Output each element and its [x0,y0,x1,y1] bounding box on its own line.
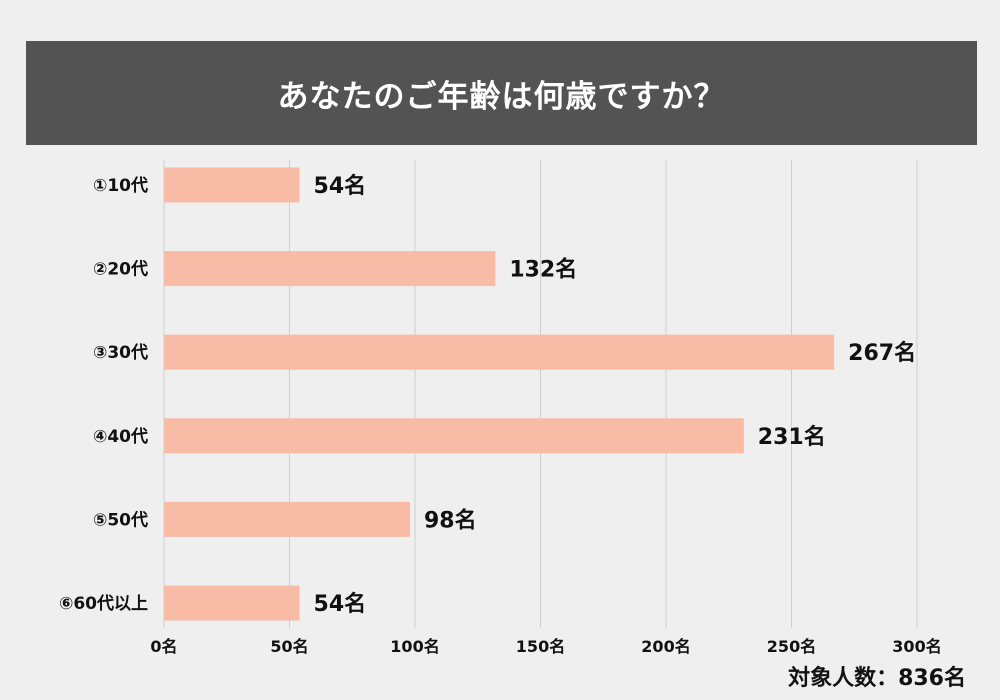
x-tick-labels: 0名 50名 100名 150名 200名 250名 300名 [150,637,941,656]
category-label: ①10代 [93,175,148,196]
category-label: ⑤50代 [93,509,148,530]
bar [164,585,300,621]
x-tick-label: 200名 [641,637,690,656]
x-tick-label: 50名 [270,637,308,656]
value-label: 267名 [848,340,916,366]
category-label: ③30代 [93,342,148,363]
x-tick-label: 150名 [516,637,565,656]
category-label: ④40代 [93,426,148,447]
bars [164,167,835,621]
x-tick-label: 100名 [390,637,439,656]
x-tick-label: 0名 [150,637,177,656]
bar [164,167,300,203]
chart-title: あなたのご年齢は何歳ですか？ [277,78,726,115]
value-label: 132名 [509,257,577,283]
x-tick-label: 300名 [892,637,941,656]
gridlines [163,160,918,628]
value-label: 231名 [758,424,826,450]
bar [164,501,410,537]
value-label: 98名 [424,507,477,533]
bar [164,418,744,454]
total-respondents: 対象人数：836名 [788,666,966,691]
value-label: 54名 [314,173,367,199]
value-label: 54名 [314,591,367,617]
bar [164,251,496,287]
bar [164,334,835,370]
category-label: ②20代 [93,259,148,280]
title-bar: あなたのご年齢は何歳ですか？ [26,41,977,145]
value-labels: 54名 132名 267名 231名 98名 54名 [314,173,917,617]
x-tick-label: 250名 [767,637,816,656]
category-label: ⑥60代以上 [59,593,148,614]
category-labels: ①10代 ②20代 ③30代 ④40代 ⑤50代 ⑥60代以上 [59,175,148,614]
